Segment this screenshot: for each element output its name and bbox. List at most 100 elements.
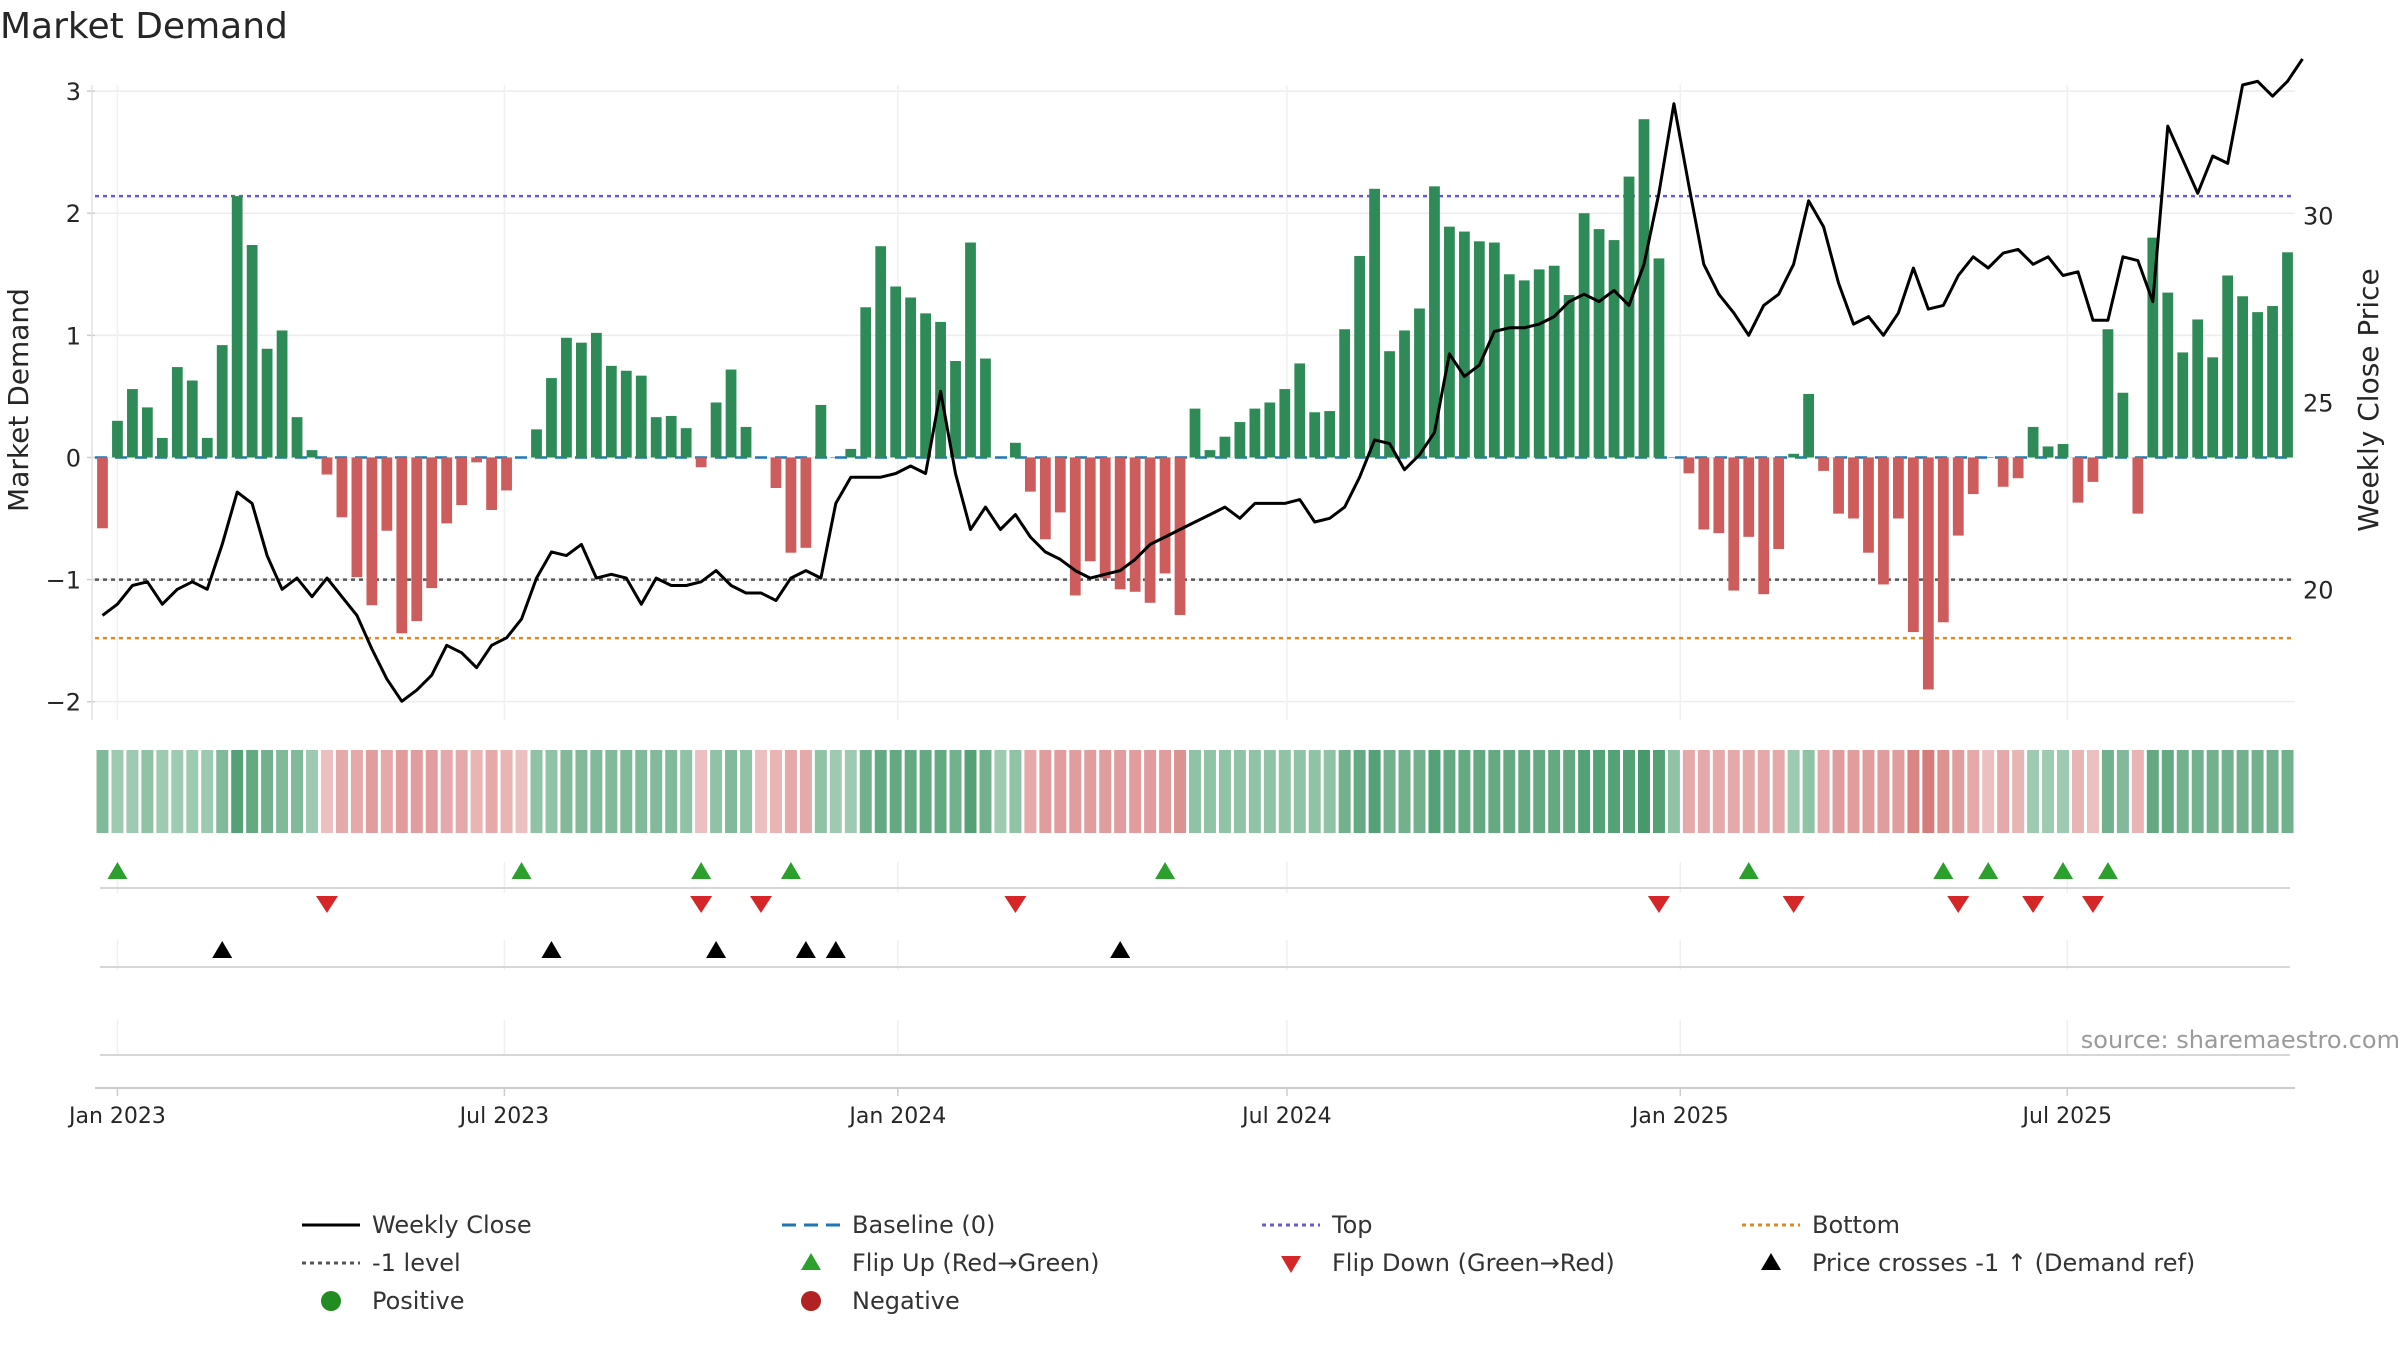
status-cell xyxy=(1263,750,1276,833)
status-cell xyxy=(261,750,274,833)
legend-label: Flip Up (Red→Green) xyxy=(852,1249,1100,1277)
demand-bar xyxy=(800,457,812,548)
demand-bar xyxy=(2267,306,2278,458)
demand-bar xyxy=(815,404,827,458)
demand-bar xyxy=(1967,457,1979,495)
status-cell xyxy=(904,750,917,833)
demand-bar xyxy=(1773,457,1785,550)
y-tick-label: −1 xyxy=(46,567,81,595)
demand-bar xyxy=(1728,457,1740,591)
demand-bar xyxy=(1039,457,1051,540)
demand-bar xyxy=(785,457,797,553)
demand-bar xyxy=(1698,457,1710,530)
status-cell xyxy=(590,750,603,833)
price-cross-marker xyxy=(795,941,816,958)
status-cell xyxy=(1353,750,1366,833)
demand-bar xyxy=(516,457,527,458)
demand-bar xyxy=(261,348,273,458)
status-cell xyxy=(1877,750,1890,833)
status-cell xyxy=(949,750,962,833)
demand-bar xyxy=(411,457,423,622)
demand-bar xyxy=(1084,457,1096,562)
demand-bar xyxy=(127,389,138,458)
demand-bar xyxy=(276,330,288,458)
demand-bar xyxy=(1219,436,1231,458)
demand-bar xyxy=(381,457,393,531)
demand-bar xyxy=(1937,457,1949,623)
demand-bar xyxy=(890,286,902,458)
demand-bar xyxy=(1189,408,1201,458)
demand-bar xyxy=(1264,402,1276,458)
legend-label: Price crosses -1 ↑ (Demand ref) xyxy=(1812,1249,2196,1277)
status-cell xyxy=(365,750,378,833)
status-cell xyxy=(306,750,318,833)
status-cell xyxy=(1832,750,1845,833)
status-cell xyxy=(291,750,304,833)
status-cell xyxy=(1952,750,1965,833)
legend-label: Weekly Close xyxy=(372,1211,532,1239)
status-cell xyxy=(440,750,453,833)
demand-bar xyxy=(1623,176,1635,458)
demand-bar xyxy=(845,448,857,458)
flip-up-marker xyxy=(511,862,532,879)
demand-bar xyxy=(1279,389,1291,458)
demand-bar xyxy=(1893,457,1904,519)
status-cell xyxy=(1712,750,1725,833)
status-cell xyxy=(455,750,468,833)
status-cell xyxy=(1578,750,1591,833)
status-cell xyxy=(2101,750,2114,833)
flip-up-marker xyxy=(691,862,712,879)
status-cell xyxy=(1742,750,1755,833)
circle-icon xyxy=(321,1291,341,1311)
demand-bar xyxy=(1249,408,1261,458)
legend-flip-down: Flip Down (Green→Red) xyxy=(1260,1248,1615,1278)
status-cell xyxy=(814,750,827,833)
status-cell xyxy=(410,750,423,833)
demand-bar xyxy=(306,450,318,458)
demand-bar xyxy=(441,457,453,524)
legend-baseline: Baseline (0) xyxy=(780,1210,995,1240)
status-cell xyxy=(2281,750,2294,833)
demand-bar xyxy=(1429,186,1440,458)
demand-bar xyxy=(1384,351,1395,458)
demand-bar xyxy=(2027,426,2039,458)
demand-bar xyxy=(2117,392,2129,458)
status-cell xyxy=(1937,750,1950,833)
demand-bar xyxy=(1997,457,2009,487)
status-cell xyxy=(919,750,932,833)
demand-bars xyxy=(97,119,2293,690)
status-cell xyxy=(1533,750,1546,833)
demand-bar xyxy=(1309,412,1321,458)
demand-bar xyxy=(620,370,632,458)
status-cell xyxy=(1129,750,1142,833)
status-cell xyxy=(380,750,393,833)
status-cell xyxy=(755,750,767,833)
status-cell xyxy=(246,750,259,833)
status-cell xyxy=(725,750,738,833)
status-cell xyxy=(1084,750,1097,833)
demand-bar xyxy=(605,365,617,458)
demand-bar xyxy=(201,437,213,458)
demand-bar xyxy=(980,358,991,458)
status-cell xyxy=(1428,750,1441,833)
demand-bar xyxy=(2132,457,2144,514)
legend-minus-one: -1 level xyxy=(300,1248,461,1278)
status-strip xyxy=(96,750,2294,833)
status-cell xyxy=(1024,750,1037,833)
demand-bar xyxy=(995,457,1006,458)
demand-bar xyxy=(1010,442,1021,458)
demand-bar xyxy=(1503,274,1515,458)
dotted-line-icon xyxy=(1742,1223,1800,1227)
demand-bar xyxy=(1743,457,1755,537)
flip-down-marker xyxy=(1947,896,1970,913)
demand-bar xyxy=(1488,242,1500,458)
status-cell xyxy=(1593,750,1606,833)
status-cell xyxy=(1368,750,1381,833)
demand-bar xyxy=(1638,119,1650,458)
y-tick-label: −2 xyxy=(46,689,81,717)
y2-axis-label: Weekly Close Price xyxy=(2352,268,2385,531)
status-cell xyxy=(1563,750,1576,833)
status-cell xyxy=(799,750,812,833)
demand-bar xyxy=(1114,457,1126,590)
status-cell xyxy=(96,750,109,833)
